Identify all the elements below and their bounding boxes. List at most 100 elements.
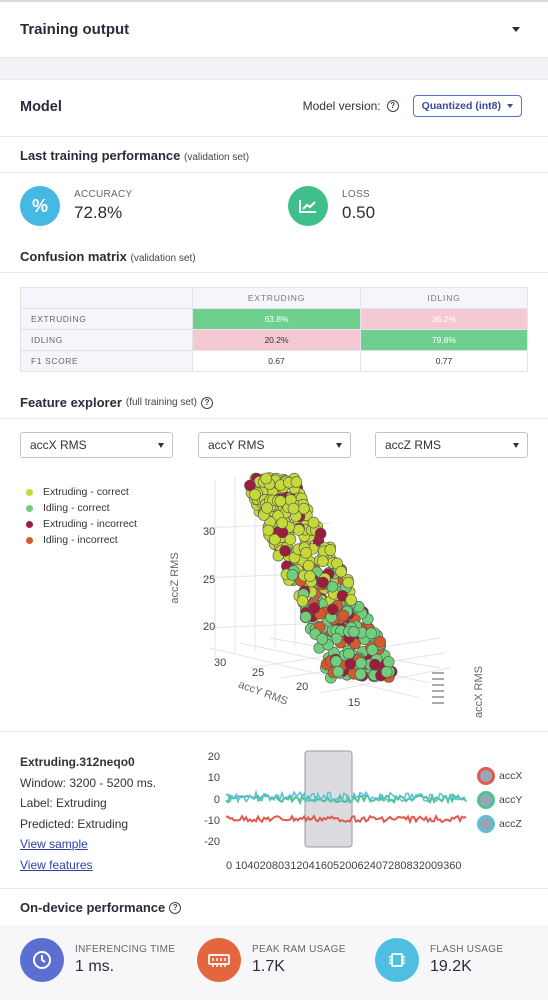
model-version-value: Quantized (int8) [421,100,501,112]
table-cell: 0.67 [192,350,361,372]
signal-y-tick: 0 [214,794,220,806]
feature-scatter-plot[interactable]: accZ RMS 30 25 20 30 25 20 15 accY RMS a… [0,468,548,738]
accuracy-label: ACCURACY [74,189,133,200]
legend-marker [26,504,33,512]
z-axis-select[interactable]: accZ RMS [375,432,528,458]
percent-icon: % [20,186,60,226]
last-performance-title: Last training performance (validation se… [20,148,249,163]
legend-marker [477,815,495,833]
inferencing-time-value: 1 ms. [75,958,115,975]
flash-usage-label: FLASH USAGE [430,944,504,955]
scatter-point [335,565,347,578]
peak-ram-value: 1.7K [252,958,285,975]
scatter-point [374,636,387,648]
x-axis-select-value: accX RMS [30,438,87,452]
chevron-down-icon [507,104,513,108]
help-icon[interactable]: ? [201,396,214,409]
loss-label: LOSS [342,189,370,200]
sample-name: Extruding.312neqo0 [20,755,135,769]
scatter-point [355,657,367,669]
z-tick: 25 [203,574,215,586]
inferencing-time-metric: INFERENCING TIME 1 ms. [20,938,175,982]
sample-predicted: Predicted: Extruding [20,816,129,831]
accuracy-metric: % ACCURACY 72.8% [20,186,133,226]
confusion-matrix-subtitle: (validation set) [130,253,196,264]
view-features-link[interactable]: View features [20,857,93,872]
scatter-point [260,472,273,485]
legend-label: accX [499,770,523,782]
scatter-point [279,545,292,557]
x-axis-ticks [432,672,444,704]
sample-signal-chart[interactable]: 20 10 0 -10 -20 0 1040208031204160520062… [190,745,480,875]
feature-explorer-subtitle: (full training set) [125,397,198,408]
chevron-down-icon[interactable] [512,27,520,32]
feature-explorer-label: Feature explorer [20,395,122,410]
scatter-point [262,524,275,537]
table-cell: 20.2% [192,329,361,351]
legend-item[interactable]: accY [477,788,522,812]
table-cell: 0.77 [360,350,528,372]
scatter-point [269,533,281,546]
scatter-point [354,668,367,680]
divider [0,418,548,419]
table-row: EXTRUDING 63.8% 36.2% [20,308,528,330]
scatter-point [317,576,329,589]
signal-y-tick: 20 [208,751,220,763]
scatter-point [382,656,395,668]
z-tick: 30 [203,526,215,538]
accz-line [225,789,467,804]
z-axis-title: accZ RMS [169,552,181,603]
help-icon[interactable]: ? [169,901,182,914]
legend-marker [26,536,33,544]
x-axis-select[interactable]: accX RMS [20,432,173,458]
legend-item[interactable]: Idling - correct [26,500,137,516]
sample-label: Label: Extruding [20,796,107,810]
divider [0,888,548,889]
table-corner-cell [20,287,193,309]
model-title: Model [20,99,62,115]
scatter-point [298,502,310,515]
confusion-matrix-title: Confusion matrix (validation set) [20,249,196,264]
legend-item[interactable]: Idling - incorrect [26,532,137,548]
chevron-down-icon [336,442,342,448]
scatter-point [302,559,315,572]
scatter-point [316,633,329,645]
model-version-select[interactable]: Quantized (int8) [412,95,522,117]
scatter-legend: Extruding - correct Idling - correct Ext… [26,484,137,548]
signal-y-tick: 10 [208,772,220,784]
table-cell: 79.8% [360,329,528,351]
sample-info: Extruding.312neqo0 Window: 3200 - 5200 m… [20,752,156,875]
scatter-point [369,658,381,671]
chart-icon [288,186,328,226]
legend-item[interactable]: Extruding - incorrect [26,516,137,532]
legend-item[interactable]: accX [477,764,522,788]
row-header: IDLING [20,329,193,351]
scatter-point [314,527,327,540]
table-cell: 63.8% [192,308,361,330]
y-axis-title: accY RMS [237,679,290,708]
scatter-point [304,570,316,582]
table-row: F1 SCORE 0.67 0.77 [20,350,528,372]
scatter-point [347,626,360,638]
on-device-label: On-device performance [20,900,166,915]
view-sample-link[interactable]: View sample [20,837,88,851]
flash-usage-metric: FLASH USAGE 19.2K [375,938,503,982]
training-output-header[interactable]: Training output [0,0,548,58]
legend-item[interactable]: Extruding - correct [26,484,137,500]
scatter-points [244,472,398,684]
legend-label: accZ [499,818,522,830]
help-icon[interactable]: ? [386,100,399,112]
clock-icon [20,938,64,982]
peak-ram-label: PEAK RAM USAGE [252,944,346,955]
loss-value: 0.50 [342,203,376,222]
y-tick: 25 [252,667,264,679]
y-axis-select[interactable]: accY RMS [198,432,351,458]
row-header: EXTRUDING [20,308,193,330]
last-performance-label: Last training performance [20,148,181,163]
signal-y-tick: -20 [204,836,220,848]
inferencing-time-label: INFERENCING TIME [75,944,176,955]
scatter-point [296,595,309,607]
legend-item[interactable]: accZ [477,812,522,836]
peak-ram-metric: PEAK RAM USAGE 1.7K [197,938,346,982]
y-tick: 15 [348,697,360,709]
